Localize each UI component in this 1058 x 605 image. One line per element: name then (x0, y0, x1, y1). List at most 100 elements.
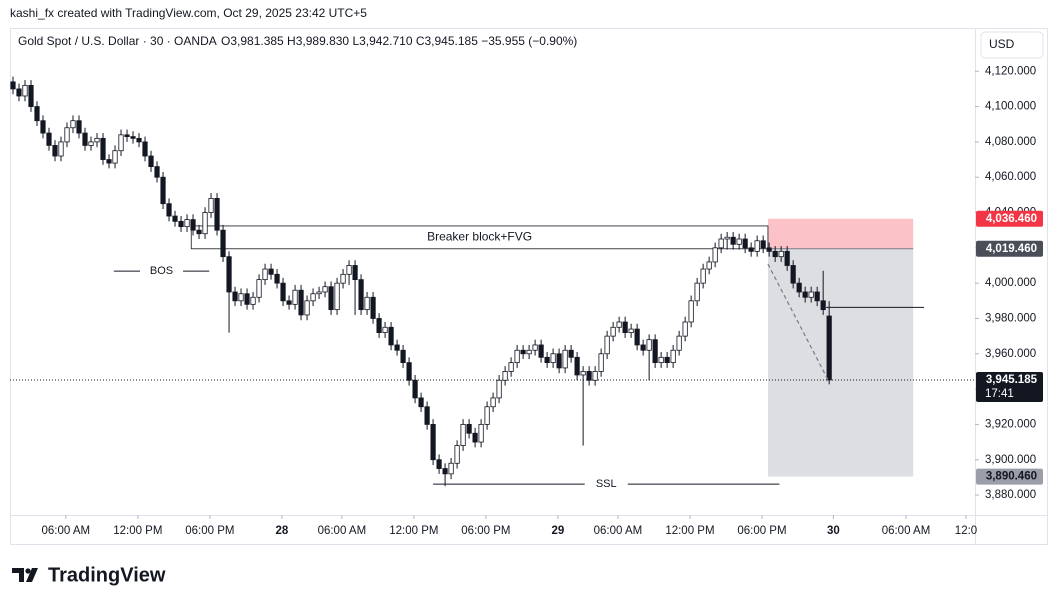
candle-body (352, 265, 358, 281)
candle-body (76, 120, 82, 134)
candle-body (826, 315, 832, 381)
candle-body (742, 238, 748, 249)
y-tick-label: 3,920.000 (985, 418, 1036, 430)
projection-path (767, 263, 830, 383)
zone-label: Breaker block+FVG (427, 230, 532, 244)
candle-body (754, 240, 760, 252)
candle-body (316, 291, 322, 295)
candle-body (244, 293, 250, 305)
candle-body (370, 296, 376, 319)
candle-body (388, 326, 394, 346)
logo-mark (12, 568, 38, 582)
candle-body (622, 321, 628, 333)
candle-body (148, 155, 154, 168)
candle-body (718, 238, 724, 249)
candle-body (154, 166, 160, 178)
candle-body (682, 321, 688, 337)
candle-body (124, 134, 130, 137)
y-tick-label: 3,880.000 (985, 489, 1036, 501)
ohlc-legend: O3,981.385 H3,989.830 L3,942.710 C3,945.… (221, 34, 577, 48)
candle-body (412, 379, 418, 399)
candle-body (574, 356, 580, 376)
candle-body (796, 282, 802, 293)
y-tick-label: 4,080.000 (985, 136, 1036, 148)
candle-body (442, 468, 448, 475)
candle-body (508, 362, 514, 372)
candle-body (82, 132, 88, 146)
candle-body (658, 356, 664, 364)
breaker-zone (190, 225, 769, 250)
credit: kashi_fx created with TradingView.com, O… (10, 6, 367, 20)
candle-body (202, 212, 208, 235)
candle-body (70, 120, 76, 129)
candle-body (58, 141, 64, 157)
candle-body (448, 462, 454, 475)
price-tag (976, 210, 1043, 227)
candle-body (616, 321, 622, 328)
x-tick-label: 06:00 AM (594, 525, 643, 537)
candle-body (694, 282, 700, 302)
candle-body (808, 291, 814, 298)
candle-body (790, 265, 796, 284)
x-tick-label: 06:00 AM (42, 525, 91, 537)
candle-body (94, 137, 100, 143)
candle-body (142, 141, 148, 157)
candle-body (322, 286, 328, 293)
candle-body (100, 137, 106, 160)
candle-body (766, 247, 772, 252)
price-tag-label: 4,019.460 (986, 243, 1037, 255)
x-tick-label: 28 (275, 525, 288, 537)
candle-body (820, 300, 826, 311)
candle-body (166, 203, 172, 217)
x-tick-label: 06:00 PM (461, 525, 510, 537)
y-tick-label: 4,100.000 (985, 101, 1036, 113)
candle-body (400, 349, 406, 364)
candle-body (472, 432, 478, 443)
candle-body (628, 328, 634, 333)
y-tick-label: 4,120.000 (985, 65, 1036, 77)
candle-body (178, 220, 184, 228)
candle-body (520, 349, 526, 355)
candle-body (772, 250, 778, 258)
currency[interactable]: USD (989, 37, 1015, 51)
candle-body (394, 344, 400, 351)
candle-body (286, 300, 292, 305)
stop-zone (767, 248, 914, 477)
y-tick-label: 3,900.000 (985, 454, 1036, 466)
price-tag-label: 3,890.460 (986, 471, 1037, 483)
candle-body (340, 273, 346, 284)
candle-body (232, 291, 238, 302)
candle-body (196, 229, 202, 235)
price-tag (976, 468, 1043, 485)
x-tick-label: 12:00 PM (113, 525, 162, 537)
candle-body (190, 219, 196, 231)
candle-body (64, 127, 70, 143)
candle-body (334, 282, 340, 311)
candle-body (562, 349, 568, 369)
candle-body (814, 291, 820, 302)
candle-body (364, 296, 370, 311)
candle-body (646, 339, 652, 351)
price-tag (976, 371, 1043, 402)
candle-body (130, 136, 136, 139)
candle-body (466, 424, 472, 434)
y-tick-label: 3,960.000 (985, 348, 1036, 360)
candle-body (160, 176, 166, 205)
candle-body (304, 300, 310, 316)
x-tick-label: 12:00 PM (389, 525, 438, 537)
candle-body (490, 397, 496, 408)
candle-body (184, 219, 190, 228)
candle-body (382, 326, 388, 333)
candle-body (544, 356, 550, 364)
candle-body (346, 265, 352, 275)
candle-body (802, 291, 808, 298)
candle-body (634, 328, 640, 346)
candle-body (478, 424, 484, 443)
currency-button[interactable] (980, 31, 1044, 59)
candle-body (112, 150, 118, 164)
candle-body (22, 84, 28, 97)
level-label: BOS (150, 265, 173, 277)
x-tick-label: 06:00 PM (737, 525, 786, 537)
candle-body (136, 137, 142, 143)
price-tag-label: 3,945.185 (986, 374, 1038, 386)
